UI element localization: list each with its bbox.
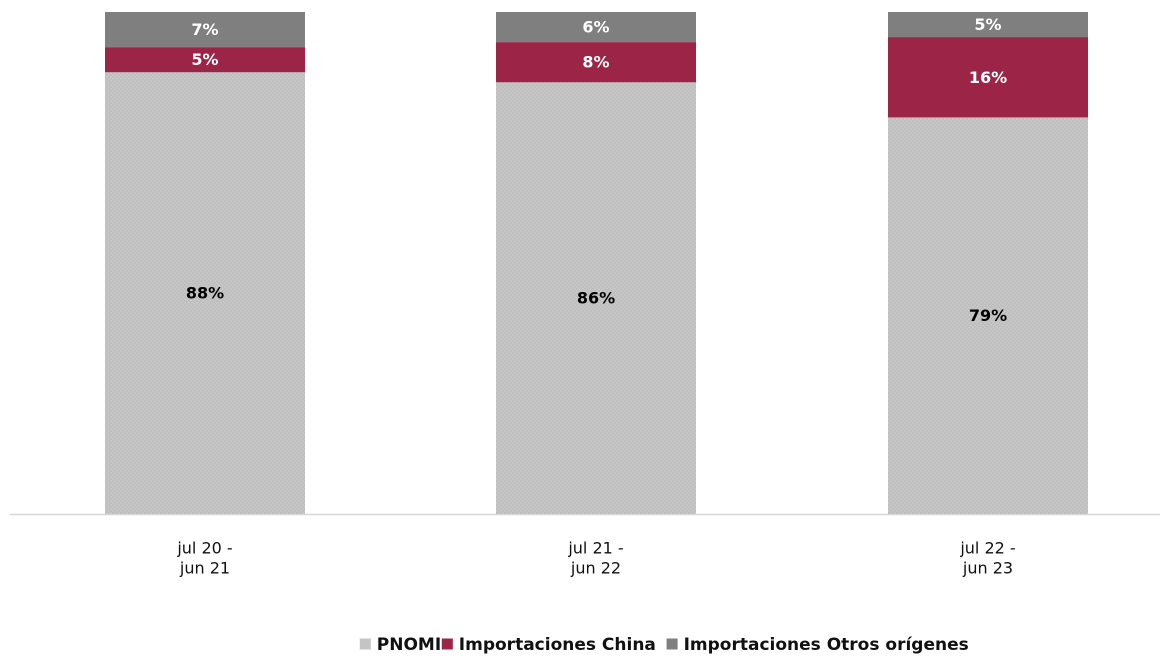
data-label-importaciones-otros-origenes-2: 5%: [974, 15, 1001, 34]
bar-segment-importaciones-china-1: [496, 42, 696, 83]
legend-item-importaciones-otros-origenes: Importaciones Otros orígenes: [666, 635, 969, 655]
data-label-pnomi-2: 79%: [969, 306, 1007, 325]
legend-label-pnomi: PNOMI: [377, 635, 441, 655]
x-tick-label-1-line-1: jun 22: [570, 559, 621, 578]
data-label-importaciones-otros-origenes-1: 6%: [582, 18, 609, 37]
legend-label-importaciones-china: Importaciones China: [459, 635, 656, 655]
legend-swatch-pnomi: [359, 638, 371, 650]
data-label-importaciones-china-0: 5%: [191, 50, 218, 69]
bar-segment-importaciones-china-0: [105, 47, 305, 73]
x-tick-label-1-line-0: jul 21 -: [567, 539, 623, 558]
data-label-importaciones-china-2: 16%: [969, 68, 1007, 87]
bar-segment-importaciones-otros-origenes-1: [496, 12, 696, 43]
legend: PNOMI Importaciones China Importaciones Ot…: [359, 635, 969, 655]
x-tick-label-0-line-1: jun 21: [179, 559, 230, 578]
data-label-importaciones-otros-origenes-0: 7%: [191, 20, 218, 39]
legend-swatch-importaciones-otros-origenes: [666, 638, 678, 650]
data-label-pnomi-1: 86%: [577, 289, 615, 308]
x-tick-label-2-line-1: jun 23: [962, 559, 1013, 578]
bar-segment-pnomi-2: [888, 117, 1088, 515]
data-label-pnomi-0: 88%: [186, 284, 224, 303]
bar-segment-importaciones-otros-origenes-0: [105, 12, 305, 48]
bar-segment-importaciones-otros-origenes-2: [888, 12, 1088, 38]
legend-swatch-importaciones-china: [441, 638, 453, 650]
x-axis-tick-labels: jul 20 -jun 21 jul 21 -jun 22 jul 22 -jun …: [176, 539, 1015, 578]
data-label-importaciones-china-1: 8%: [582, 53, 609, 72]
legend-label-importaciones-otros-origenes: Importaciones Otros orígenes: [684, 635, 969, 655]
bars-layer: [105, 12, 1088, 515]
x-tick-label-2-line-0: jul 22 -: [959, 539, 1015, 558]
legend-item-importaciones-china: Importaciones China: [441, 635, 656, 655]
legend-item-pnomi: PNOMI: [359, 635, 441, 655]
bar-segment-pnomi-1: [496, 82, 696, 514]
value-labels-layer: 88% 5% 7% 86% 8% 6% 79% 16% 5%: [186, 15, 1007, 325]
x-tick-label-0-line-0: jul 20 -: [176, 539, 232, 558]
bar-segment-importaciones-china-2: [888, 37, 1088, 118]
bar-segment-pnomi-0: [105, 72, 305, 515]
